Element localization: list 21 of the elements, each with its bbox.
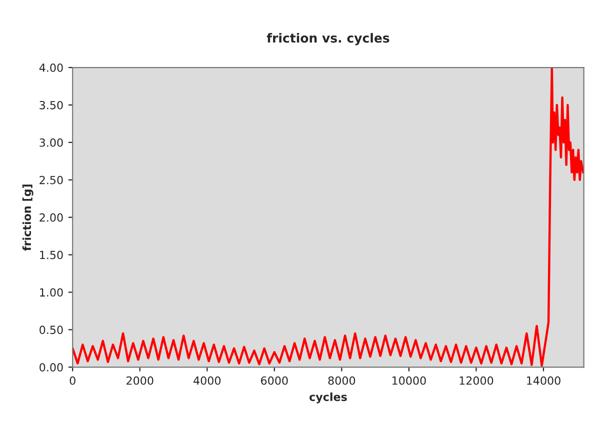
- y-tick-label: 1.00: [40, 288, 63, 297]
- y-axis-title: friction [g]: [22, 184, 34, 251]
- y-tick-label: 2.50: [40, 176, 63, 184]
- y-tick-label: 4.00: [39, 63, 63, 72]
- x-tick-label: 10000: [392, 376, 426, 385]
- x-axis-title: cycles: [310, 392, 347, 404]
- line-series: [72, 68, 584, 367]
- x-tick-label: 0: [70, 376, 76, 385]
- x-tick-label: 8000: [328, 376, 356, 385]
- x-tick-label: 2000: [126, 376, 154, 385]
- y-tick-label: 2.00: [40, 213, 63, 222]
- x-tick-label: 6000: [261, 376, 288, 385]
- y-tick-label: 0.50: [40, 326, 63, 334]
- x-tick-label: 14000: [527, 376, 560, 385]
- y-tick-label: 3.50: [40, 100, 63, 110]
- y-tick-label: 1.50: [40, 250, 63, 260]
- x-tick-label: 12000: [460, 376, 494, 385]
- x-tick-label: 4000: [194, 376, 221, 385]
- chart-title: friction vs. cycles: [266, 33, 390, 46]
- y-tick-label: 3.00: [40, 138, 63, 147]
- y-tick-label: 0.00: [40, 363, 63, 372]
